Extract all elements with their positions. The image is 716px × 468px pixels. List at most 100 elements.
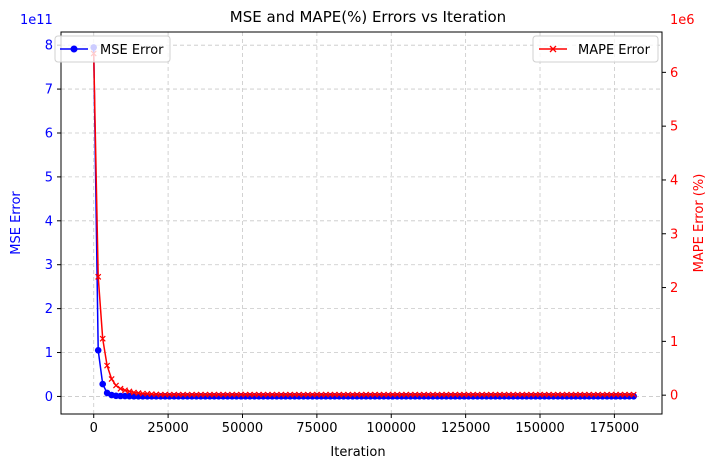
- data-point: [246, 391, 253, 398]
- data-point: [237, 391, 245, 398]
- data-point: [447, 391, 454, 398]
- data-point: [603, 391, 611, 398]
- legend-mse-marker: [70, 45, 78, 53]
- data-point: [590, 391, 597, 398]
- data-point: [577, 391, 584, 398]
- series-mape-error: [90, 50, 637, 398]
- data-point: [626, 391, 633, 398]
- right-tick-label: 6: [670, 66, 678, 81]
- data-point: [461, 391, 468, 398]
- x-tick-label: 150000: [515, 421, 565, 436]
- data-point: [586, 391, 593, 398]
- data-point: [327, 391, 334, 398]
- data-point: [416, 391, 423, 398]
- data-point: [188, 391, 195, 398]
- left-tick-label: 0: [45, 390, 53, 405]
- right-axis-label: MAPE Error (%): [692, 174, 707, 273]
- data-point: [215, 391, 222, 398]
- left-tick-label: 8: [45, 39, 53, 54]
- data-point: [229, 391, 236, 398]
- data-point: [224, 391, 231, 398]
- legend-mape-label: MAPE Error: [578, 43, 651, 58]
- data-point: [362, 391, 370, 398]
- data-point: [112, 382, 120, 389]
- data-point: [175, 391, 182, 398]
- data-point: [385, 391, 392, 398]
- data-point: [380, 391, 387, 398]
- left-tick-label: 4: [45, 214, 53, 229]
- data-point: [456, 391, 463, 398]
- left-tick-label: 7: [45, 83, 53, 98]
- x-tick-label: 125000: [441, 421, 491, 436]
- data-point: [95, 273, 102, 280]
- data-point: [193, 391, 200, 398]
- data-point: [407, 391, 414, 398]
- x-tick-label: 100000: [366, 421, 416, 436]
- data-point: [545, 391, 552, 398]
- legend-mse-box: [54, 35, 171, 63]
- chart-title: MSE and MAPE(%) Errors vs Iteration: [230, 8, 506, 26]
- data-point: [117, 385, 124, 392]
- data-point: [179, 391, 187, 398]
- data-point: [514, 391, 521, 398]
- data-point: [157, 391, 164, 398]
- legend-mape: MAPE Error: [532, 35, 659, 63]
- right-axis-ticks: 0 1 2 3 4 5 6: [662, 66, 678, 404]
- left-axis-ticks: 0 1 2 3 4 5 6 7 8: [45, 39, 61, 405]
- data-point: [403, 391, 410, 398]
- data-point: [501, 391, 508, 398]
- x-tick-label: 25000: [147, 421, 188, 436]
- x-axis-ticks: 0 25000 50000 75000 100000 125000 150000 175000: [90, 414, 640, 436]
- data-point: [510, 391, 517, 398]
- right-tick-label: 5: [670, 120, 678, 135]
- data-point: [251, 391, 258, 398]
- data-point: [487, 391, 494, 398]
- right-axis-exponent: 1e6: [670, 13, 695, 28]
- data-point: [108, 375, 115, 383]
- data-point: [452, 391, 459, 398]
- data-point: [171, 391, 178, 398]
- data-point: [581, 391, 588, 398]
- data-point: [291, 391, 298, 398]
- data-point: [211, 391, 218, 398]
- legend-mse-label: MSE Error: [100, 43, 164, 58]
- data-point: [572, 391, 579, 398]
- right-tick-label: 1: [670, 335, 678, 350]
- data-point: [599, 391, 606, 398]
- data-point: [318, 391, 325, 398]
- x-tick-label: 75000: [296, 421, 337, 436]
- data-point: [389, 391, 396, 398]
- data-point: [630, 391, 637, 398]
- data-point: [398, 391, 405, 398]
- data-point: [322, 391, 329, 398]
- data-point: [242, 391, 249, 398]
- left-tick-label: 2: [45, 302, 53, 317]
- grid: [61, 32, 662, 414]
- data-point: [483, 391, 490, 398]
- x-tick-label: 50000: [222, 421, 263, 436]
- data-point: [336, 391, 343, 398]
- data-point: [532, 391, 539, 398]
- x-tick-label: 175000: [590, 421, 640, 436]
- right-tick-label: 2: [670, 281, 678, 296]
- data-point: [304, 391, 311, 398]
- data-point: [505, 391, 512, 398]
- data-point: [206, 391, 213, 398]
- data-point: [474, 391, 481, 398]
- series-line: [92, 47, 634, 398]
- x-axis-label: Iteration: [330, 445, 385, 460]
- right-tick-label: 3: [670, 227, 678, 242]
- data-point: [220, 391, 227, 398]
- data-point: [594, 391, 602, 398]
- data-point: [300, 391, 307, 398]
- legend-mse: MSE Error: [54, 35, 171, 63]
- data-point: [568, 391, 575, 398]
- data-point: [273, 391, 280, 398]
- data-point: [394, 391, 401, 398]
- data-point: [349, 391, 356, 398]
- data-point: [287, 391, 294, 398]
- left-tick-label: 5: [45, 170, 53, 185]
- data-point: [563, 391, 570, 398]
- series-mse-error: [90, 44, 637, 400]
